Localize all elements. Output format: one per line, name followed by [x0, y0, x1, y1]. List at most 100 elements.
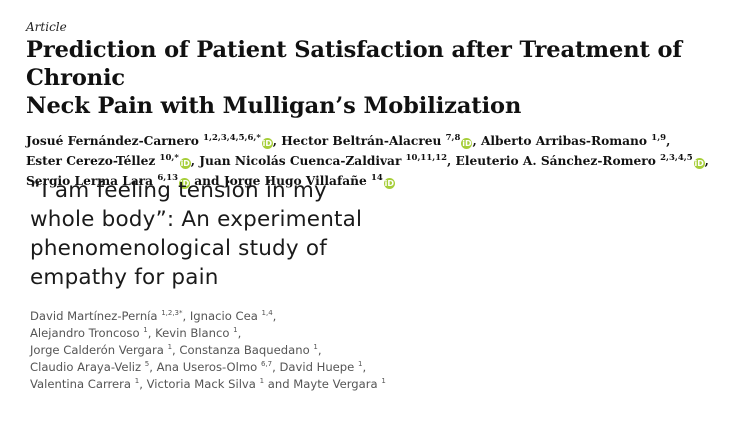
paper1-author-list: Josué Fernández-Carnero 1,2,3,4,5,6,*iD,…	[26, 131, 726, 191]
author-name[interactable]: Josué Fernández-Carnero	[26, 134, 199, 148]
author-affiliation-sup: 1	[358, 360, 363, 369]
author: Victoria Mack Silva 1 and	[147, 377, 290, 391]
orcid-icon[interactable]: iD	[179, 178, 191, 189]
orcid-icon[interactable]: iD	[693, 158, 705, 169]
author: Mayte Vergara 1	[293, 377, 386, 391]
paper2-author-list: David Martínez-Pernía 1,2,3*, Ignacio Ce…	[30, 308, 450, 393]
author-separator: and	[264, 377, 290, 391]
author-name[interactable]: Mayte Vergara	[293, 377, 378, 391]
author: David Huepe 1,	[279, 360, 366, 374]
author-name[interactable]: Juan Nicolás Cuenca-Zaldivar	[199, 154, 402, 168]
author-name[interactable]: Eleuterio A. Sánchez-Romero	[455, 154, 656, 168]
author-separator: ,	[237, 326, 242, 340]
author-line: Alejandro Troncoso 1, Kevin Blanco 1,	[30, 325, 450, 342]
author-separator: ,	[147, 326, 152, 340]
paper2-title-line: whole body”: An experimental	[30, 207, 363, 232]
paper1-title-line: Neck Pain with Mulligan’s Mobilization	[26, 93, 522, 119]
author-name[interactable]: Victoria Mack Silva	[146, 377, 256, 391]
author-separator: ,	[149, 360, 153, 374]
author-affiliation-sup: 1	[381, 377, 386, 386]
article-type-label: Article	[26, 20, 67, 34]
author-affiliation-sup: 14	[370, 172, 383, 183]
author-separator: ,	[139, 377, 143, 391]
author-separator: ,	[317, 343, 322, 357]
author-name[interactable]: Ana Useros-Olmo	[156, 360, 258, 374]
author: Josué Fernández-Carnero 1,2,3,4,5,6,*iD,	[26, 132, 278, 149]
author-name[interactable]: Kevin Blanco	[155, 326, 230, 340]
paper1-header: Article Prediction of Patient Satisfacti…	[26, 20, 726, 191]
author: Jorge Calderón Vergara 1,	[30, 343, 176, 357]
author-name[interactable]: Jorge Hugo Villafañe	[223, 174, 367, 188]
author: David Martínez-Pernía 1,2,3*,	[30, 309, 186, 323]
author: Ignacio Cea 1,4,	[190, 309, 276, 323]
author-name[interactable]: Ester Cerezo-Téllez	[26, 154, 156, 168]
author-separator: ,	[666, 134, 671, 148]
author-name[interactable]: David Martínez-Pernía	[30, 309, 158, 323]
author-separator: ,	[272, 309, 277, 323]
author-separator: ,	[704, 154, 709, 168]
author: Constanza Baquedano 1,	[179, 343, 321, 357]
author: Alberto Arribas-Romano 1,9,	[481, 134, 670, 148]
author-affiliation-sup: 5	[144, 360, 150, 369]
author-affiliation-sup: 7,8	[445, 132, 461, 143]
author-name[interactable]: Alejandro Troncoso	[30, 326, 140, 340]
author-line: Valentina Carrera 1, Victoria Mack Silva…	[30, 376, 450, 393]
author-line: Claudio Araya-Veliz 5, Ana Useros-Olmo 6…	[30, 359, 450, 376]
author: Juan Nicolás Cuenca-Zaldivar 10,11,12,	[199, 154, 451, 168]
author-line: Ester Cerezo-Téllez 10,*iD, Juan Nicolás…	[26, 151, 726, 171]
author: Hector Beltrán-Alacreu 7,8iD,	[281, 132, 477, 149]
author-name[interactable]: Valentina Carrera	[30, 377, 132, 391]
author-separator: ,	[447, 154, 452, 168]
author-separator: ,	[182, 309, 187, 323]
author-line: Josué Fernández-Carnero 1,2,3,4,5,6,*iD,…	[26, 131, 726, 151]
author-affiliation-sup: 1,4	[261, 309, 273, 318]
author: Eleuterio A. Sánchez-Romero 2,3,4,5iD,	[455, 152, 709, 169]
author-name[interactable]: Jorge Calderón Vergara	[30, 343, 164, 357]
author-affiliation-sup: 2,3,4,5	[660, 152, 693, 163]
author: Valentina Carrera 1,	[30, 377, 143, 391]
paper2-title-line: empathy for pain	[30, 265, 219, 290]
author: Alejandro Troncoso 1,	[30, 326, 151, 340]
orcid-icon[interactable]: iD	[383, 178, 395, 189]
paper2-header: “I am feeling tension in my whole body”:…	[30, 176, 450, 393]
author-affiliation-sup: 1	[134, 377, 140, 386]
paper2-title: “I am feeling tension in my whole body”:…	[30, 176, 450, 292]
orcid-icon[interactable]: iD	[461, 138, 473, 149]
author-line: Sergio Lerma Lara 6,13iD and Jorge Hugo …	[26, 171, 726, 191]
author-name[interactable]: Hector Beltrán-Alacreu	[281, 134, 442, 148]
paper2-title-line: phenomenological study of	[30, 236, 327, 261]
author: Ester Cerezo-Téllez 10,*iD,	[26, 154, 196, 169]
author: Kevin Blanco 1,	[155, 326, 241, 340]
author: Sergio Lerma Lara 6,13iD and	[26, 172, 220, 189]
author-affiliation-sup: 1	[167, 343, 173, 352]
author-name[interactable]: David Huepe	[279, 360, 355, 374]
author-name[interactable]: Claudio Araya-Veliz	[30, 360, 142, 374]
author-affiliation-sup: 6,13	[157, 172, 179, 183]
paper1-title: Prediction of Patient Satisfaction after…	[26, 36, 726, 120]
author-affiliation-sup: 1	[143, 326, 148, 335]
author-separator: ,	[172, 343, 176, 357]
author: Claudio Araya-Veliz 5,	[30, 360, 153, 374]
author-separator: ,	[272, 134, 278, 148]
author-affiliation-sup: 10,11,12	[405, 152, 448, 163]
paper1-title-line: Prediction of Patient Satisfaction after…	[26, 37, 682, 91]
author-name[interactable]: Ignacio Cea	[189, 309, 258, 323]
author-name[interactable]: Sergio Lerma Lara	[26, 174, 154, 188]
orcid-icon[interactable]: iD	[261, 138, 273, 149]
author-affiliation-sup: 1,2,3,4,5,6,*	[203, 132, 261, 143]
author: Ana Useros-Olmo 6,7,	[157, 360, 276, 374]
paper2-title-line: “I am feeling tension in my	[30, 178, 327, 203]
author-line: David Martínez-Pernía 1,2,3*, Ignacio Ce…	[30, 308, 450, 325]
author-separator: ,	[362, 360, 367, 374]
author-affiliation-sup: 6,7	[260, 360, 273, 369]
author-affiliation-sup: 1	[259, 377, 265, 386]
author-separator: ,	[472, 134, 477, 148]
author-separator: and	[190, 174, 220, 188]
orcid-icon[interactable]: iD	[179, 158, 191, 169]
author-name[interactable]: Alberto Arribas-Romano	[480, 134, 648, 148]
author-name[interactable]: Constanza Baquedano	[179, 343, 310, 357]
author-separator: ,	[272, 360, 276, 374]
author-line: Jorge Calderón Vergara 1, Constanza Baqu…	[30, 342, 450, 359]
author-affiliation-sup: 1	[233, 326, 238, 335]
author-separator: ,	[190, 154, 196, 168]
